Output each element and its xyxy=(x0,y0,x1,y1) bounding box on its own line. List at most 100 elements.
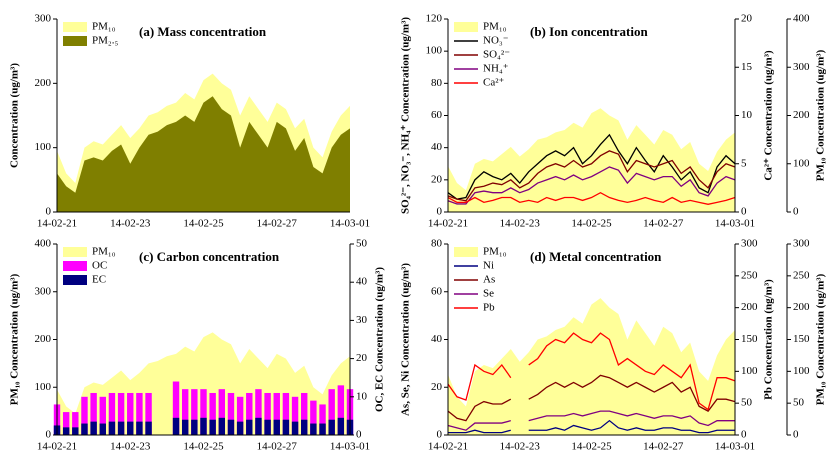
y3-tick-label: 400 xyxy=(793,13,810,25)
legend-swatch xyxy=(63,22,87,32)
y-tick-label: 60 xyxy=(431,285,443,297)
line xyxy=(447,133,736,200)
legend-swatch xyxy=(63,247,87,257)
x-tick-label: 14-02-23 xyxy=(500,218,541,230)
bar xyxy=(328,419,335,435)
bar xyxy=(181,419,189,435)
x-tick-label: 14-02-25 xyxy=(183,441,224,453)
legend-swatch xyxy=(63,261,87,271)
x-tick-label: 14-02-23 xyxy=(110,218,151,230)
y-axis-title: SO₄²⁻, NO₃⁻, NH₄⁺ Concentration (ug/m³) xyxy=(400,17,412,214)
legend-label: Ni xyxy=(483,260,494,272)
chart-title: (c) Carbon concentration xyxy=(139,249,280,264)
bar xyxy=(127,421,134,435)
bar xyxy=(337,385,345,435)
bar xyxy=(108,392,116,435)
bar xyxy=(236,421,244,435)
legend-label: As xyxy=(483,274,495,286)
x-tick-label: 14-02-21 xyxy=(37,218,77,230)
y-tick-label: 100 xyxy=(35,381,52,393)
legend-swatch xyxy=(63,36,87,46)
y2-axis-title: Pb Concentration (ng/m³) xyxy=(763,279,775,400)
bar xyxy=(72,427,79,435)
y3-tick-label: 300 xyxy=(793,238,810,250)
x-tick-label: 14-02-21 xyxy=(428,218,468,230)
y2-tick-label: 50 xyxy=(741,397,753,409)
y-axis-title: As, Se, Ni Concentration (ug/m³) xyxy=(400,263,412,416)
bar xyxy=(127,392,134,435)
x-tick-label: 14-02-25 xyxy=(183,218,224,230)
x-tick-label: 14-02-25 xyxy=(571,218,612,230)
bar xyxy=(319,423,326,435)
bar xyxy=(200,389,207,435)
y3-axis-title: PM₁₀ Concentration (ug/m³) xyxy=(815,49,827,181)
y-tick-label: 40 xyxy=(431,141,443,153)
y3-tick-label: 0 xyxy=(793,206,799,218)
y2-tick-label: 100 xyxy=(741,365,758,377)
bar xyxy=(200,417,207,435)
bar xyxy=(191,389,198,435)
x-tick-label: 14-03-01 xyxy=(715,218,755,230)
y-tick-label: 0 xyxy=(437,429,443,441)
y-tick-label: 400 xyxy=(35,238,52,250)
y-tick-label: 0 xyxy=(437,206,443,218)
y2-tick-label: 0 xyxy=(741,429,747,441)
chart-title: (b) Ion concentration xyxy=(530,24,648,39)
x-tick-label: 14-02-27 xyxy=(257,441,298,453)
bar xyxy=(90,392,97,435)
bar xyxy=(191,419,198,435)
bar xyxy=(90,421,97,435)
y-tick-label: 60 xyxy=(431,109,443,121)
legend-label: Ca²⁺ xyxy=(483,77,505,89)
y2-tick-label: 150 xyxy=(741,333,758,345)
bar xyxy=(291,421,299,435)
bar xyxy=(99,396,106,435)
bar xyxy=(209,419,216,435)
y3-axis-title: PM₁₀ Concentration (ug/m³) xyxy=(815,273,827,405)
y-tick-label: 20 xyxy=(431,173,443,185)
legend-label: NH₄⁺ xyxy=(483,63,509,75)
bar xyxy=(301,419,308,435)
line xyxy=(447,191,736,205)
legend-label: OC xyxy=(92,260,107,272)
y2-axis-title: Ca²⁺ Concentration (ug/m³) xyxy=(763,50,775,181)
bar xyxy=(218,417,226,435)
bar xyxy=(145,392,152,435)
bar xyxy=(264,392,271,435)
bar xyxy=(282,392,290,435)
y-tick-label: 300 xyxy=(35,285,52,297)
area xyxy=(57,96,350,212)
bar xyxy=(319,404,326,435)
y-tick-label: 0 xyxy=(46,429,52,441)
legend-label: Pb xyxy=(483,302,495,314)
x-tick-label: 14-02-21 xyxy=(428,441,468,453)
y2-tick-label: 40 xyxy=(356,276,368,288)
bar xyxy=(181,389,189,435)
bar xyxy=(145,421,152,435)
bar xyxy=(81,396,88,435)
bar xyxy=(172,381,180,435)
legend-label: PM₂.₅ xyxy=(92,35,118,47)
bar xyxy=(328,389,335,435)
y2-tick-label: 20 xyxy=(356,352,368,364)
panel: 0 100 200 300 400 0 10 20 30 40 50 PM₁₀ Concentrati… xyxy=(9,238,386,453)
chart-title: (d) Metal concentration xyxy=(530,249,662,264)
y2-tick-label: 20 xyxy=(741,13,753,25)
x-tick-label: 14-02-25 xyxy=(571,441,612,453)
y3-tick-label: 100 xyxy=(793,365,810,377)
panel: 0 20 40 60 80 0 50 100 150 200 250 300 0 50 100 150 200 2… xyxy=(400,238,827,453)
legend-swatch xyxy=(454,247,478,257)
legend-label: Se xyxy=(483,288,494,300)
y-tick-label: 80 xyxy=(431,77,443,89)
y3-tick-label: 50 xyxy=(793,397,805,409)
bar xyxy=(264,419,271,435)
y-tick-label: 80 xyxy=(431,238,443,250)
y3-tick-label: 200 xyxy=(793,109,810,121)
legend-swatch xyxy=(454,22,478,32)
x-tick-label: 14-02-21 xyxy=(37,441,77,453)
y2-tick-label: 10 xyxy=(741,109,753,121)
bar xyxy=(282,419,290,435)
y-tick-label: 100 xyxy=(35,141,52,153)
legend-swatch xyxy=(63,275,87,285)
